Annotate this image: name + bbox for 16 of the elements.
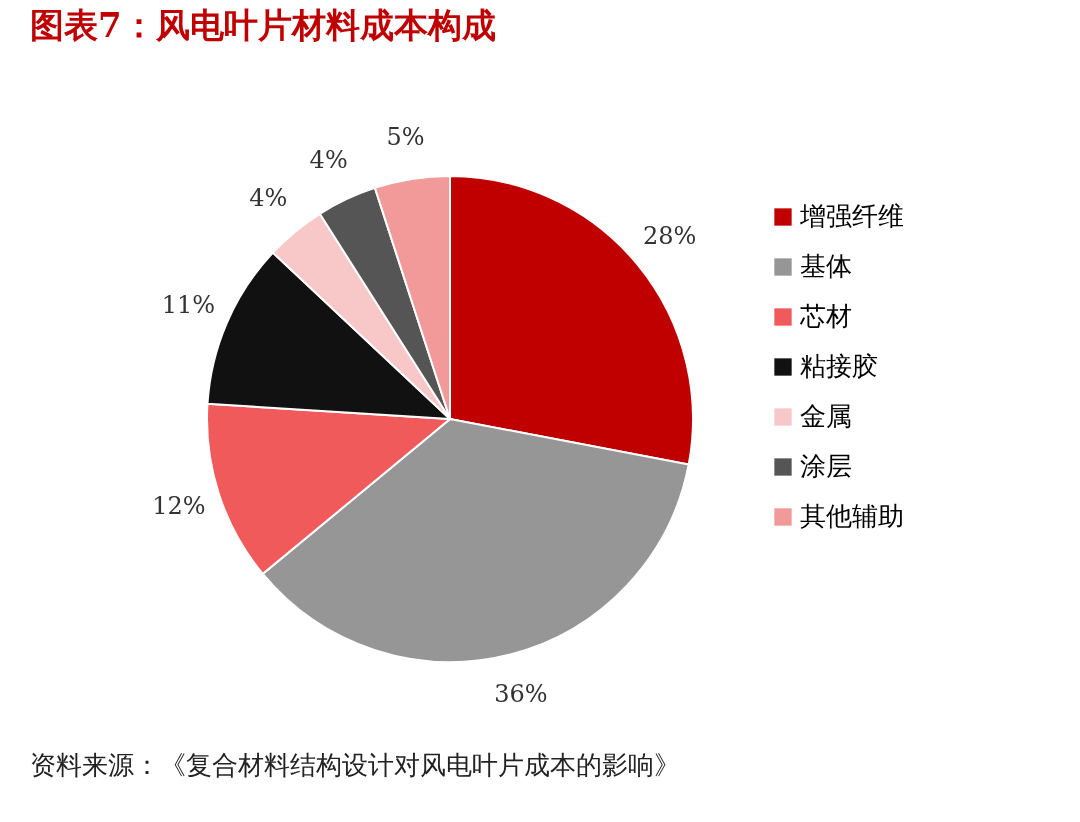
data-label: 12%	[152, 492, 206, 521]
data-label: 36%	[494, 680, 548, 709]
data-label: 5%	[386, 122, 425, 151]
legend-label: 芯材	[799, 301, 852, 331]
legend-label: 粘接胶	[800, 351, 878, 381]
legend-label: 其他辅助	[800, 501, 904, 531]
data-label: 4%	[309, 146, 348, 175]
legend-label: 增强纤维	[799, 201, 904, 231]
data-label: 11%	[161, 290, 216, 319]
chart-title: 图表7：风电叶片材料成本构成	[30, 5, 496, 45]
data-label: 4%	[249, 184, 288, 213]
legend-label: 金属	[800, 401, 852, 431]
legend-label: 基体	[800, 251, 852, 281]
legend-label: 涂层	[800, 451, 852, 481]
data-label: 28%	[642, 222, 697, 251]
text: 资料来源：《复合材料结构设计对风电叶片成本的影响》	[30, 750, 680, 780]
